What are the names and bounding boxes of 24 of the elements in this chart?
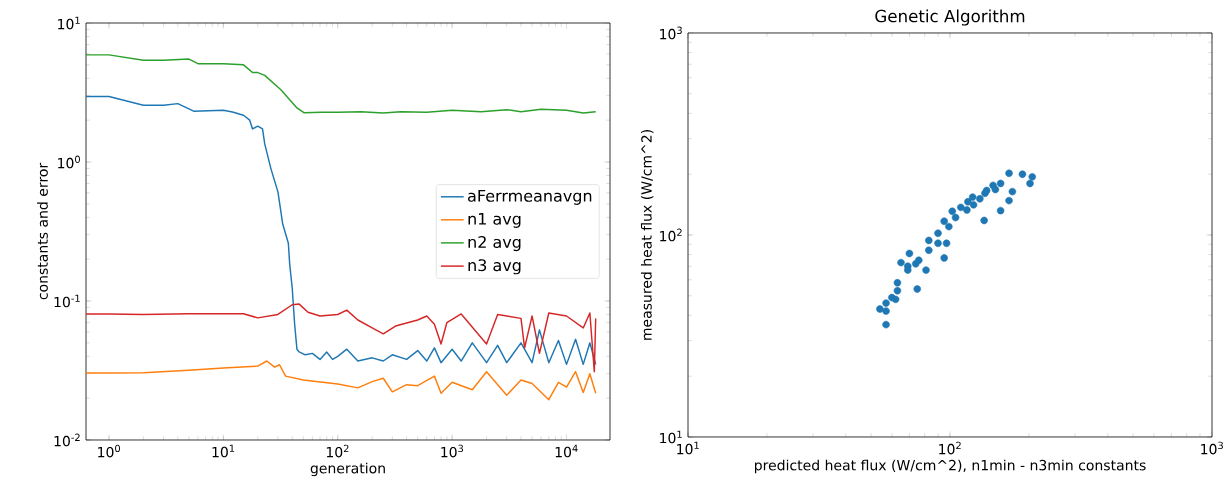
y-tick-label: 10$^{1}$ bbox=[58, 16, 80, 30]
x-tick-label: 10$^{2}$ bbox=[939, 441, 961, 455]
y-tick-label: 10$^{0}$ bbox=[58, 155, 80, 169]
x-tick-label: 10$^{3}$ bbox=[441, 444, 464, 458]
y-tick-label: 10$^{-1}$ bbox=[54, 294, 80, 308]
y-axis-title: constants and error bbox=[37, 162, 48, 300]
x-tick-label: 10$^{3}$ bbox=[1201, 441, 1223, 455]
legend-label: n2 avg bbox=[468, 235, 521, 252]
y-tick-label: 10$^{1}$ bbox=[660, 430, 682, 444]
x-tick-label: 10$^{1}$ bbox=[212, 444, 235, 458]
x-tick-label: 10$^{1}$ bbox=[677, 441, 699, 455]
y-tick-label: 10$^{3}$ bbox=[660, 26, 682, 40]
legend-label: n3 avg bbox=[468, 259, 521, 275]
x-axis-title: generation bbox=[310, 462, 385, 477]
chart-title: Genetic Algorithm bbox=[875, 9, 1025, 26]
x-tick-label: 10$^{2}$ bbox=[326, 444, 349, 458]
legend-label: aFerrmeanavgn bbox=[468, 189, 592, 205]
y-axis-title: measured heat flux (W/cm^2) bbox=[640, 130, 654, 340]
legend-label: n1 avg bbox=[468, 212, 521, 228]
x-tick-label: 10$^{4}$ bbox=[555, 444, 578, 458]
y-tick-label: 10$^{2}$ bbox=[660, 228, 682, 242]
y-tick-label: 10$^{-2}$ bbox=[54, 433, 80, 447]
x-axis-title: predicted heat flux (W/cm^2), n1min - n3min constants bbox=[755, 459, 1146, 474]
x-tick-label: 10$^{0}$ bbox=[98, 444, 121, 458]
